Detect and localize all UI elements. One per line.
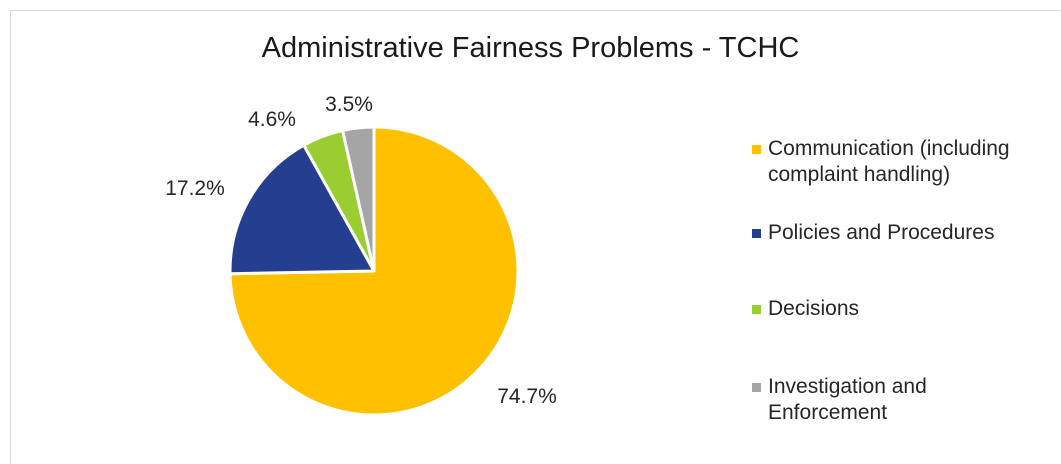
legend-swatch-policies xyxy=(752,229,761,238)
data-label-decisions: 4.6% xyxy=(248,108,296,131)
legend-swatch-decisions xyxy=(752,305,761,314)
pie-slice-policies xyxy=(228,143,376,276)
legend-item-investigation: Investigation and Enforcement xyxy=(752,374,1048,426)
legend-label-policies: Policies and Procedures xyxy=(768,221,995,244)
legend-label-investigation: Investigation and Enforcement xyxy=(768,375,927,424)
data-label-communication: 74.7% xyxy=(497,385,557,408)
legend-item-policies: Policies and Procedures xyxy=(752,220,1048,246)
legend-swatch-communication xyxy=(752,145,761,154)
chart-title: Administrative Fairness Problems - TCHC xyxy=(261,32,800,64)
pie-slice-investigation xyxy=(341,125,376,273)
data-label-policies: 17.2% xyxy=(165,177,225,200)
chart-frame xyxy=(10,10,1060,464)
legend-swatch-investigation xyxy=(752,383,761,392)
legend-label-decisions: Decisions xyxy=(768,297,860,320)
data-label-investigation: 3.5% xyxy=(325,93,373,116)
legend-label-communication: Communication (including complaint handl… xyxy=(768,137,1010,186)
legend-item-decisions: Decisions xyxy=(752,296,1048,322)
legend-item-communication: Communication (including complaint handl… xyxy=(752,136,1048,188)
